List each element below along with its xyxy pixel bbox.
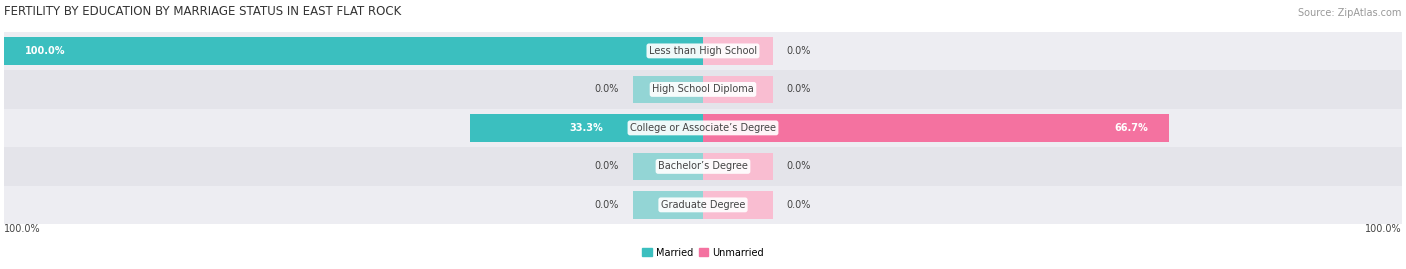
Bar — [4, 37, 703, 65]
Text: 100.0%: 100.0% — [4, 224, 41, 234]
Text: FERTILITY BY EDUCATION BY MARRIAGE STATUS IN EAST FLAT ROCK: FERTILITY BY EDUCATION BY MARRIAGE STATU… — [4, 5, 402, 18]
Bar — [633, 153, 703, 180]
Text: Less than High School: Less than High School — [650, 46, 756, 56]
Text: 0.0%: 0.0% — [787, 46, 811, 56]
Text: College or Associate’s Degree: College or Associate’s Degree — [630, 123, 776, 133]
Legend: Married, Unmarried: Married, Unmarried — [638, 244, 768, 262]
Bar — [703, 114, 1170, 142]
Text: Graduate Degree: Graduate Degree — [661, 200, 745, 210]
Bar — [4, 186, 1402, 224]
Text: Source: ZipAtlas.com: Source: ZipAtlas.com — [1299, 8, 1402, 18]
Bar — [703, 37, 773, 65]
Text: 0.0%: 0.0% — [595, 84, 619, 94]
Bar — [4, 147, 1402, 186]
Text: 100.0%: 100.0% — [25, 46, 66, 56]
Bar — [470, 114, 703, 142]
Bar — [703, 76, 773, 103]
Text: 66.7%: 66.7% — [1115, 123, 1149, 133]
Text: 0.0%: 0.0% — [787, 84, 811, 94]
Text: 0.0%: 0.0% — [595, 161, 619, 171]
Text: 0.0%: 0.0% — [595, 200, 619, 210]
Text: 0.0%: 0.0% — [787, 161, 811, 171]
Bar — [4, 32, 1402, 70]
Text: 100.0%: 100.0% — [1365, 224, 1402, 234]
Bar — [633, 76, 703, 103]
Text: High School Diploma: High School Diploma — [652, 84, 754, 94]
Text: Bachelor’s Degree: Bachelor’s Degree — [658, 161, 748, 171]
Bar — [703, 191, 773, 219]
Text: 33.3%: 33.3% — [569, 123, 603, 133]
Text: 0.0%: 0.0% — [787, 200, 811, 210]
Bar — [4, 109, 1402, 147]
Bar — [703, 153, 773, 180]
Bar — [633, 191, 703, 219]
Bar — [4, 70, 1402, 109]
